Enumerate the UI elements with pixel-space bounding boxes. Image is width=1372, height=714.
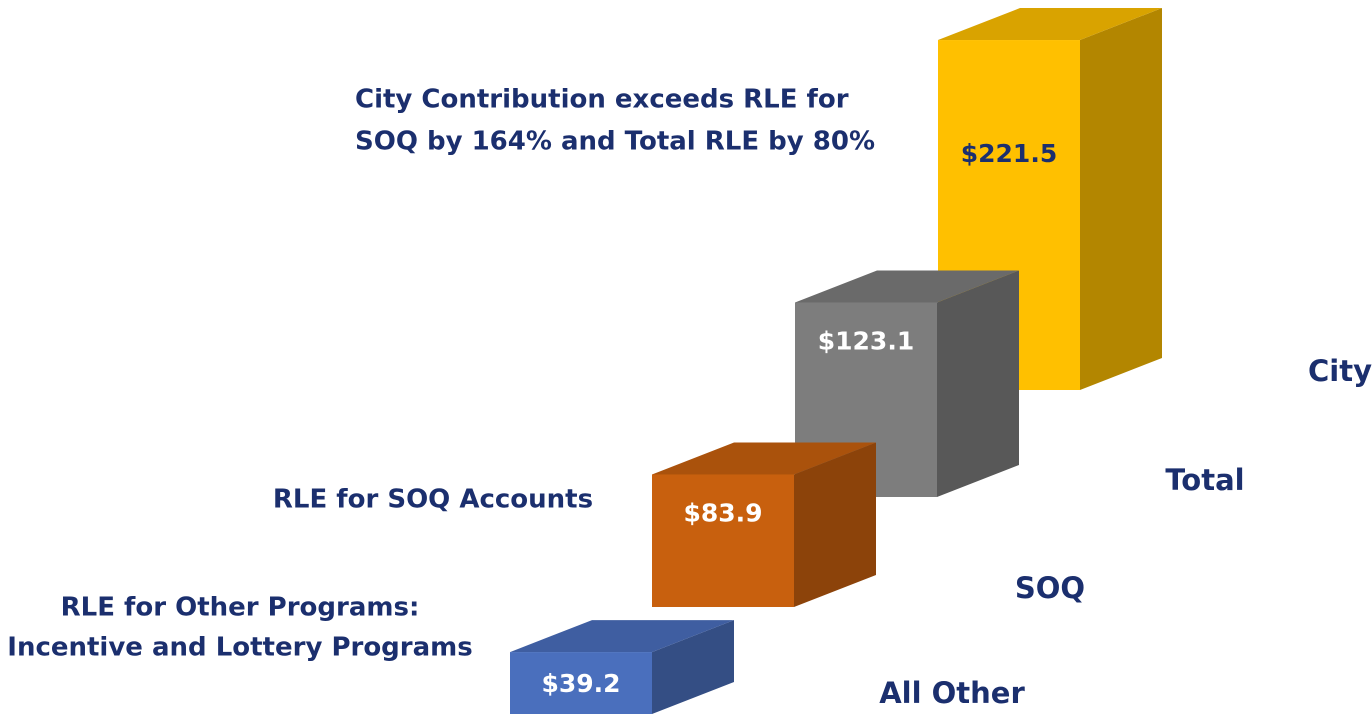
value-label: $123.1 xyxy=(818,327,914,356)
category-label: SOQ xyxy=(1015,571,1085,605)
value-label: $221.5 xyxy=(961,139,1057,168)
category-label: All Other xyxy=(879,676,1025,710)
value-label: $39.2 xyxy=(541,669,620,698)
value-label: $83.9 xyxy=(683,498,762,527)
bar-side xyxy=(937,270,1019,497)
annotation: RLE for SOQ Accounts xyxy=(273,485,593,515)
category-label: Total xyxy=(1165,463,1244,497)
bar-side xyxy=(1080,8,1162,391)
annotation: Incentive and Lottery Programs xyxy=(7,633,472,663)
category-label: City xyxy=(1308,354,1372,388)
bar-top xyxy=(795,270,1019,303)
annotation: City Contribution exceeds RLE for xyxy=(355,85,849,115)
annotation: RLE for Other Programs: xyxy=(61,593,420,623)
annotation: SOQ by 164% and Total RLE by 80% xyxy=(355,127,875,157)
bar-side xyxy=(794,442,876,607)
bar-side xyxy=(652,620,734,714)
bar xyxy=(510,652,652,714)
bar-top xyxy=(510,620,734,653)
bar xyxy=(652,474,794,607)
bar-top xyxy=(652,442,876,475)
bar-top xyxy=(938,8,1162,41)
